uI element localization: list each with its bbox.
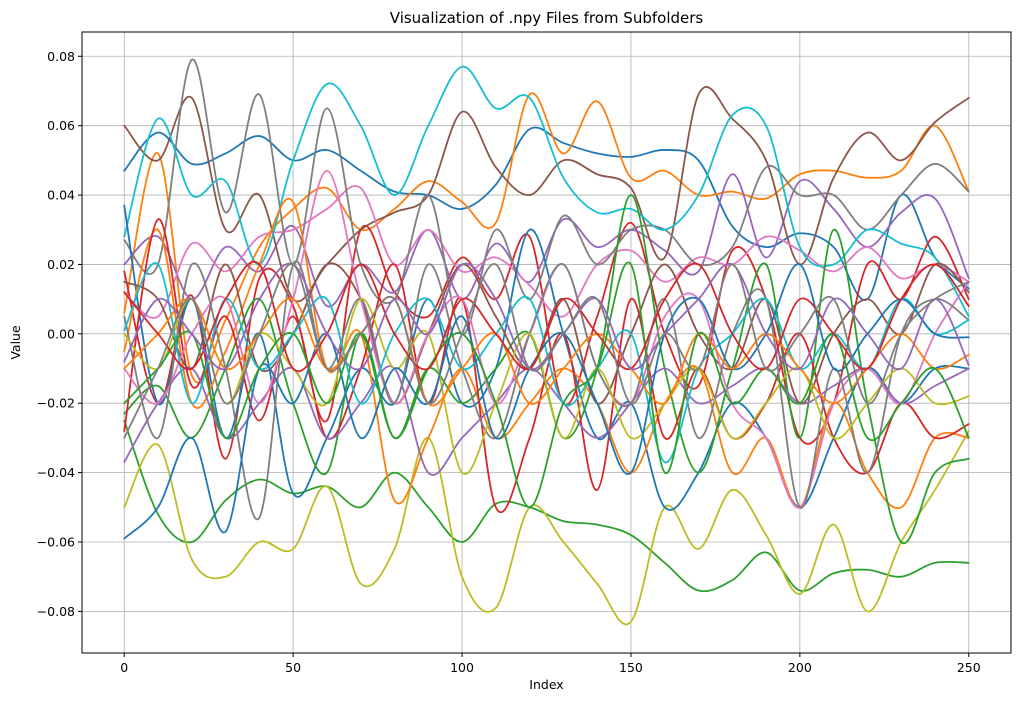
series-line-18 <box>123 260 970 521</box>
series-line-13 <box>123 194 970 545</box>
y-tick-label: −0.08 <box>37 604 75 619</box>
y-axis: −0.08 −0.06 −0.04 −0.02 0.00 0.02 0.04 0.06 0.08 <box>37 49 82 619</box>
series-line-3 <box>123 419 970 593</box>
series-line-6 <box>123 86 970 303</box>
series-line-2 <box>123 92 970 384</box>
y-tick-label: −0.06 <box>37 534 75 549</box>
y-tick-label: 0.08 <box>47 49 75 64</box>
series-line-4 <box>123 221 970 460</box>
x-tick-label: 250 <box>957 660 981 675</box>
plot-frame <box>81 31 1012 654</box>
y-tick-label: −0.04 <box>37 465 75 480</box>
series-line-24 <box>123 261 970 372</box>
series-line-8 <box>123 58 970 335</box>
x-tick-label: 200 <box>788 660 812 675</box>
x-tick-label: 150 <box>619 660 643 675</box>
series-line-21 <box>123 263 970 540</box>
series-line-22 <box>123 295 970 407</box>
x-tick-label: 100 <box>450 660 474 675</box>
x-tick-label: 50 <box>285 660 301 675</box>
series-line-5 <box>123 173 970 308</box>
series-line-7 <box>123 185 970 319</box>
x-tick-label: 0 <box>120 660 128 675</box>
series-line-20 <box>123 262 970 464</box>
chart-title: Visualization of .npy Files from Subfold… <box>390 9 704 27</box>
series-line-26 <box>123 263 970 439</box>
y-tick-label: −0.02 <box>37 396 75 411</box>
y-tick-label: 0.06 <box>47 118 75 133</box>
x-axis: 0 50 100 150 200 250 <box>120 653 981 675</box>
y-tick-label: 0.04 <box>47 188 75 203</box>
series-line-23 <box>123 261 970 509</box>
x-axis-label: Index <box>529 677 563 692</box>
series-layer <box>123 58 970 626</box>
y-axis-label: Value <box>8 325 23 360</box>
y-tick-label: 0.02 <box>47 257 75 272</box>
series-line-10 <box>123 65 970 318</box>
y-tick-label: 0.00 <box>47 326 75 341</box>
